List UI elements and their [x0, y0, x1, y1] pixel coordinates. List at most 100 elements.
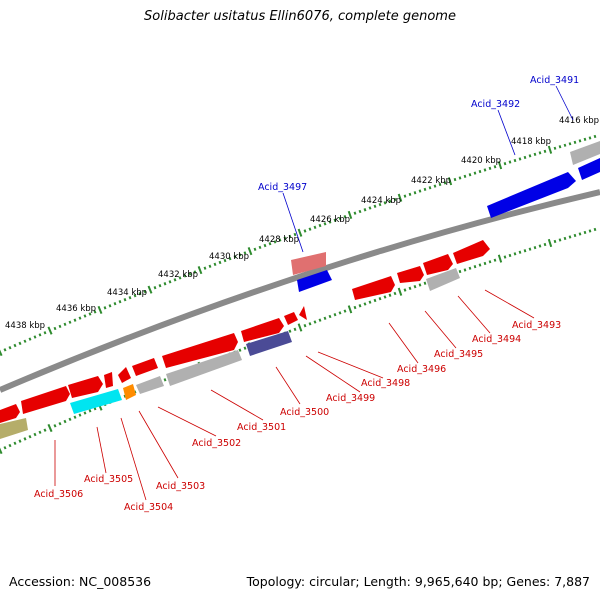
- gene-grey-2[interactable]: [166, 350, 242, 386]
- gene-navy[interactable]: [246, 331, 292, 356]
- label-acid-3495[interactable]: Acid_3495: [434, 349, 483, 360]
- outer-minor-tick: [573, 140, 577, 144]
- gene-olive[interactable]: [0, 418, 28, 439]
- outer-major-tick: [147, 285, 153, 294]
- gene-orange[interactable]: [123, 384, 136, 400]
- gene-red-7[interactable]: [162, 333, 238, 368]
- inner-minor-tick: [313, 320, 317, 324]
- outer-minor-tick: [238, 253, 242, 257]
- outer-minor-tick: [393, 197, 397, 202]
- gene-red-13[interactable]: [423, 254, 453, 275]
- outer-minor-tick: [78, 316, 82, 320]
- gene-red-12[interactable]: [397, 266, 424, 283]
- outer-minor-tick: [138, 292, 142, 296]
- scale-labels: 4416 kbp 4418 kbp 4420 kbp 4422 kbp 4424…: [5, 116, 599, 331]
- label-acid-3506[interactable]: Acid_3506: [34, 489, 83, 500]
- label-acid-3491[interactable]: Acid_3491: [530, 75, 579, 86]
- label-acid-3500[interactable]: Acid_3500: [280, 407, 329, 418]
- gene-forward-grey-edge[interactable]: [570, 141, 600, 165]
- label-acid-3494[interactable]: Acid_3494: [472, 334, 521, 345]
- label-acid-3505[interactable]: Acid_3505: [84, 474, 133, 485]
- outer-minor-tick: [268, 242, 272, 246]
- gene-forward-pink[interactable]: [291, 252, 326, 275]
- outer-minor-tick: [58, 324, 62, 329]
- label-acid-3493[interactable]: Acid_3493: [512, 320, 561, 331]
- outer-minor-tick: [343, 215, 347, 219]
- gene-red-2[interactable]: [21, 386, 70, 414]
- inner-minor-tick: [353, 305, 357, 310]
- outer-minor-tick: [33, 335, 37, 339]
- genome-stats-text: Topology: circular; Length: 9,965,640 bp…: [246, 574, 590, 589]
- inner-major-tick: [47, 423, 53, 433]
- gene-red-8[interactable]: [241, 318, 284, 342]
- outer-minor-tick: [288, 234, 292, 239]
- leader-acid-3502: [157, 406, 217, 437]
- outer-major-tick: [547, 145, 553, 154]
- inner-minor-tick: [288, 329, 292, 333]
- label-acid-3492[interactable]: Acid_3492: [471, 99, 520, 110]
- outer-minor-tick: [428, 186, 432, 190]
- leader-acid-3494: [457, 295, 491, 334]
- label-acid-3497[interactable]: Acid_3497: [258, 182, 307, 193]
- outer-minor-tick: [273, 240, 277, 244]
- inner-minor-tick: [578, 232, 582, 236]
- outer-minor-tick: [223, 258, 227, 263]
- outer-major-tick: [197, 266, 203, 275]
- scale-label-4438: 4438 kbp: [5, 321, 45, 331]
- inner-major-tick: [297, 323, 303, 332]
- outer-minor-tick: [218, 260, 222, 265]
- inner-minor-tick: [493, 258, 497, 262]
- outer-minor-tick: [418, 189, 422, 193]
- label-acid-3499[interactable]: Acid_3499: [326, 393, 375, 404]
- inner-minor-tick: [553, 239, 557, 244]
- gene-cyan[interactable]: [70, 389, 122, 414]
- gene-red-5[interactable]: [118, 367, 131, 383]
- gene-red-10[interactable]: [299, 306, 307, 320]
- outer-minor-tick: [73, 318, 77, 322]
- inner-minor-tick: [88, 409, 92, 413]
- label-acid-3504[interactable]: Acid_3504: [124, 502, 173, 513]
- gene-red-11[interactable]: [352, 276, 395, 300]
- outer-minor-tick: [333, 218, 337, 222]
- leader-acid-3492: [497, 109, 516, 156]
- inner-minor-tick: [423, 281, 427, 285]
- inner-minor-tick: [538, 244, 542, 248]
- inner-major-tick: [497, 254, 503, 263]
- gene-red-3[interactable]: [68, 376, 103, 398]
- scale-label-4422: 4422 kbp: [411, 176, 451, 186]
- reverse-features: [0, 240, 490, 439]
- outer-minor-tick: [508, 160, 512, 164]
- gene-forward-blue-large[interactable]: [487, 172, 576, 218]
- label-acid-3502[interactable]: Acid_3502: [192, 438, 241, 449]
- inner-minor-tick: [238, 348, 242, 352]
- label-acid-3496[interactable]: Acid_3496: [397, 364, 446, 375]
- leader-acid-3503: [138, 410, 179, 479]
- label-acid-3498[interactable]: Acid_3498: [361, 378, 410, 389]
- inner-minor-tick: [293, 327, 297, 332]
- gene-red-14[interactable]: [453, 240, 490, 264]
- gene-forward-blue-small[interactable]: [297, 270, 332, 292]
- label-acid-3501[interactable]: Acid_3501: [237, 422, 286, 433]
- inner-minor-tick: [163, 378, 167, 382]
- outer-minor-tick: [478, 169, 482, 174]
- gene-red-1[interactable]: [0, 404, 20, 423]
- outer-minor-tick: [443, 181, 447, 185]
- label-acid-3503[interactable]: Acid_3503: [156, 481, 205, 492]
- outer-minor-tick: [353, 211, 357, 215]
- gene-red-6[interactable]: [132, 358, 158, 376]
- gene-forward-blue-edge[interactable]: [578, 158, 600, 180]
- leader-acid-3500: [275, 366, 301, 405]
- outer-minor-tick: [523, 155, 527, 160]
- outer-minor-tick: [18, 341, 22, 346]
- outer-minor-tick: [163, 282, 167, 286]
- gene-red-4[interactable]: [104, 372, 113, 388]
- inner-minor-tick: [408, 286, 412, 291]
- outer-minor-tick: [493, 165, 497, 169]
- gene-grey-1[interactable]: [136, 376, 164, 394]
- inner-minor-tick: [83, 411, 87, 415]
- outer-minor-tick: [13, 343, 17, 348]
- gene-red-9[interactable]: [284, 312, 298, 325]
- gene-grey-3[interactable]: [426, 268, 460, 291]
- inner-minor-tick: [513, 252, 517, 256]
